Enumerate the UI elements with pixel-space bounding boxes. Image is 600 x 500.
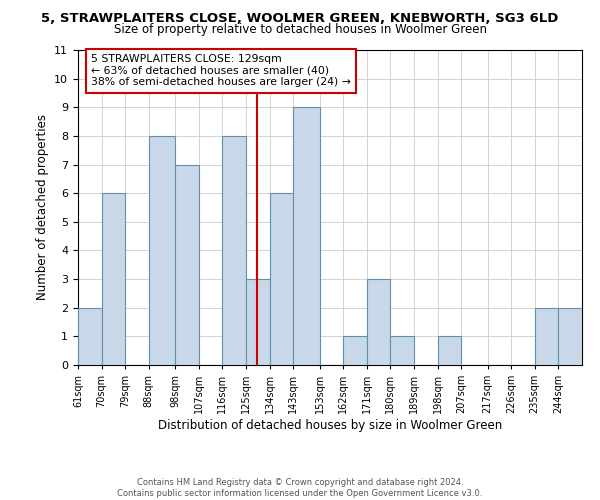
Bar: [78, 308, 101, 365]
Text: 5, STRAWPLAITERS CLOSE, WOOLMER GREEN, KNEBWORTH, SG3 6LD: 5, STRAWPLAITERS CLOSE, WOOLMER GREEN, K…: [41, 12, 559, 26]
Bar: [223, 136, 246, 365]
Y-axis label: Number of detached properties: Number of detached properties: [36, 114, 49, 300]
Bar: [391, 336, 414, 365]
Bar: [367, 279, 391, 365]
X-axis label: Distribution of detached houses by size in Woolmer Green: Distribution of detached houses by size …: [158, 419, 502, 432]
Text: Size of property relative to detached houses in Woolmer Green: Size of property relative to detached ho…: [113, 22, 487, 36]
Bar: [246, 279, 269, 365]
Bar: [149, 136, 175, 365]
Bar: [535, 308, 559, 365]
Text: Contains HM Land Registry data © Crown copyright and database right 2024.
Contai: Contains HM Land Registry data © Crown c…: [118, 478, 482, 498]
Bar: [559, 308, 582, 365]
Bar: [293, 108, 320, 365]
Bar: [175, 164, 199, 365]
Bar: [269, 193, 293, 365]
Bar: [437, 336, 461, 365]
Text: 5 STRAWPLAITERS CLOSE: 129sqm
← 63% of detached houses are smaller (40)
38% of s: 5 STRAWPLAITERS CLOSE: 129sqm ← 63% of d…: [91, 54, 351, 88]
Bar: [343, 336, 367, 365]
Bar: [101, 193, 125, 365]
